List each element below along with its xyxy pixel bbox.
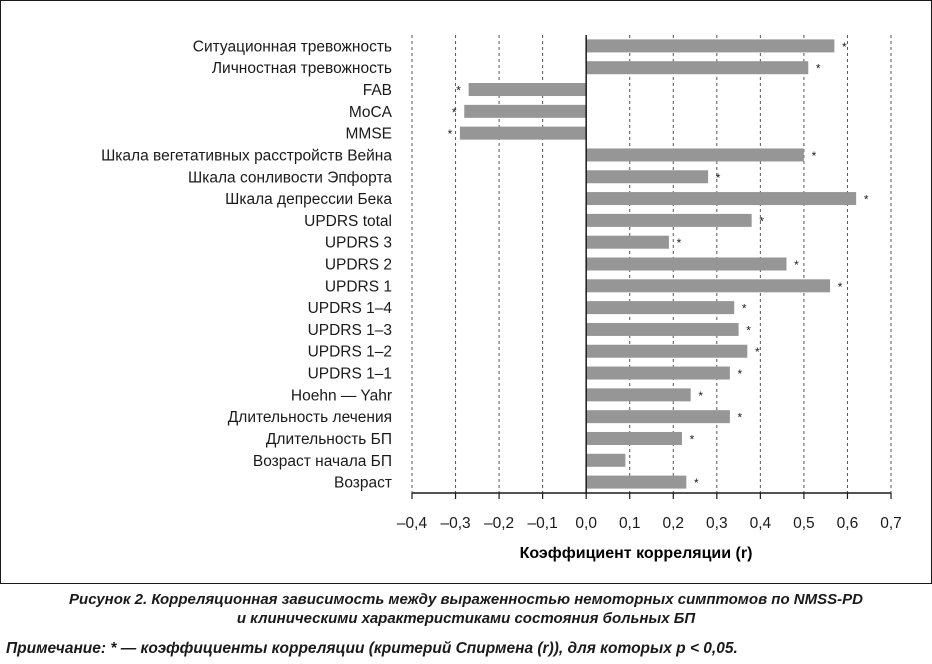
category-label: Шкала сонливости Эпфорта: [188, 169, 392, 186]
correlation-bar-chart: Ситуационная тревожность * Личностная трев…: [101, 35, 902, 562]
bar: [586, 388, 691, 402]
bar: [586, 366, 730, 380]
bar: [586, 39, 835, 53]
x-tick-label: 0,0: [575, 515, 597, 532]
significance-marker: *: [838, 280, 843, 294]
significance-marker: *: [842, 40, 847, 54]
significance-marker: *: [746, 323, 751, 337]
significance-marker: *: [755, 345, 760, 359]
figure-caption: Рисунок 2. Корреляционная зависимость ме…: [0, 590, 932, 628]
category-label: Личностная тревожность: [212, 60, 392, 77]
significance-marker: *: [742, 302, 747, 316]
x-tick-label: –0,4: [397, 515, 428, 532]
figure-note: Примечание: * — коэффициенты корреляции …: [6, 640, 738, 657]
bar: [586, 322, 739, 336]
bar: [586, 344, 748, 358]
significance-marker: *: [738, 411, 743, 425]
x-tick-label: –0,2: [484, 515, 514, 532]
x-tick-label: 0,6: [837, 515, 859, 532]
significance-marker: *: [677, 236, 682, 250]
significance-marker: *: [759, 214, 764, 228]
x-tick-label: 0,5: [793, 515, 815, 532]
significance-marker: *: [456, 84, 461, 98]
x-axis: –0,4 –0,3 –0,2 –0,1 0,0 0,1 0,2 0,3 0,4 0,5 0,6 0,7: [397, 35, 902, 532]
bar: [586, 148, 804, 162]
category-label: UPDRS 1–3: [308, 322, 392, 339]
bar: [586, 192, 857, 206]
significance-marker: *: [716, 171, 721, 185]
significance-marker: *: [452, 105, 457, 119]
category-label: Длительность БП: [266, 431, 392, 448]
bar: [586, 431, 682, 445]
category-label: UPDRS 3: [325, 235, 392, 252]
category-label: Шкала вегетативных расстройств Вейна: [101, 147, 392, 164]
bar: [464, 104, 587, 118]
x-tick-label: –0,3: [440, 515, 470, 532]
significance-marker: *: [864, 193, 869, 207]
bar: [586, 410, 730, 424]
bar: [468, 83, 587, 97]
category-label: Шкала депрессии Бека: [225, 191, 392, 208]
category-label: Возраст начала БП: [253, 453, 392, 470]
bar: [586, 301, 735, 315]
bar: [586, 61, 809, 75]
category-label: MoCA: [349, 104, 393, 121]
category-label: UPDRS 1–4: [308, 300, 393, 317]
x-tick-label: 0,3: [706, 515, 728, 532]
bar: [586, 453, 626, 467]
bar: [586, 279, 831, 293]
significance-marker: *: [812, 149, 817, 163]
category-labels: Ситуационная тревожность * Личностная трев…: [101, 38, 869, 491]
bar: [459, 126, 587, 140]
significance-marker: *: [794, 258, 799, 272]
bar: [586, 257, 787, 271]
bar: [586, 235, 669, 249]
chart-frame: Ситуационная тревожность * Личностная трев…: [0, 0, 932, 584]
x-tick-label: 0,4: [750, 515, 772, 532]
x-tick-label: 0,7: [880, 515, 902, 532]
significance-marker: *: [738, 367, 743, 381]
bar: [586, 213, 752, 227]
category-label: FAB: [363, 82, 392, 99]
caption-line-2: и клиническими характеристиками состояни…: [236, 610, 696, 627]
significance-marker: *: [448, 127, 453, 141]
category-label: Возраст: [334, 475, 392, 492]
category-label: UPDRS 1–2: [308, 344, 392, 361]
significance-marker: *: [694, 476, 699, 490]
significance-marker: *: [698, 389, 703, 403]
bars: [459, 39, 857, 489]
x-axis-title: Коэффициент корреляции (r): [520, 545, 753, 562]
bar: [586, 170, 709, 184]
x-tick-label: 0,2: [662, 515, 684, 532]
category-label: MMSE: [346, 126, 393, 143]
category-label: UPDRS 1–1: [308, 366, 392, 383]
category-label: UPDRS 2: [325, 257, 392, 274]
x-tick-label: –0,1: [528, 515, 558, 532]
category-label: UPDRS total: [304, 213, 392, 230]
category-label: Длительность лечения: [228, 409, 392, 426]
bar: [586, 475, 687, 489]
significance-marker: *: [690, 432, 695, 446]
category-label: Ситуационная тревожность: [193, 38, 392, 55]
category-label: Hoehn — Yahr: [291, 387, 392, 404]
significance-marker: *: [816, 62, 821, 76]
category-label: UPDRS 1: [325, 278, 392, 295]
caption-line-1: Рисунок 2. Корреляционная зависимость ме…: [69, 591, 863, 608]
x-tick-label: 0,1: [619, 515, 641, 532]
